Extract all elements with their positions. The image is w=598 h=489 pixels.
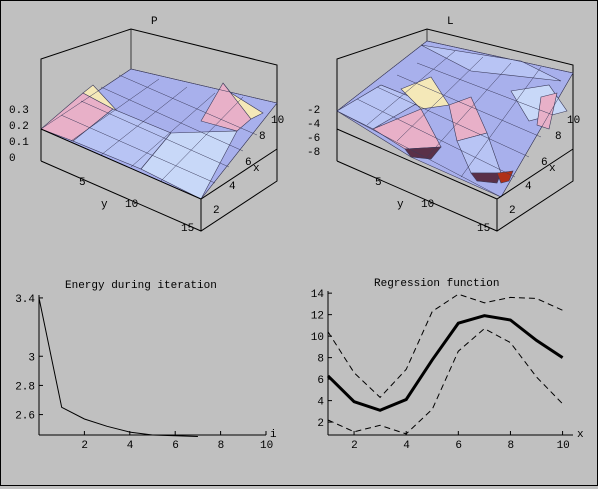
- surface-p-ytick: 10: [125, 199, 138, 211]
- regression-axes: 2 4 6 8 10 14 12 10 8 6 4 2 x: [311, 289, 584, 452]
- energy-x-axis-label: i: [270, 429, 277, 441]
- energy-x-tick-label: 2: [81, 440, 88, 452]
- regression-y-tick-label: 12: [311, 311, 324, 323]
- surface-l-ztick: -4: [307, 119, 321, 131]
- surface-p-ztick: 0.2: [9, 121, 29, 133]
- regression-y-tick-label: 2: [317, 418, 324, 430]
- surface-l-xlabel: x: [549, 163, 556, 175]
- regression-series-line-2: [327, 293, 563, 399]
- surface-p-xtick: 4: [229, 181, 236, 193]
- surface-p-mesh: [40, 68, 278, 200]
- surface-l-xtick: 10: [567, 115, 580, 127]
- regression-x-tick-label: 8: [507, 440, 514, 452]
- regression-x-tick-label: 2: [351, 440, 358, 452]
- surface-l-ytick: 5: [375, 177, 382, 189]
- surface-l-ztick: -2: [307, 105, 320, 117]
- surface-plot-l: L -2 -4 -6 -8 5 10 15 y 2: [307, 16, 580, 235]
- surface-p-xlabel: x: [253, 163, 260, 175]
- regression-x-tick-label: 6: [455, 440, 462, 452]
- energy-series-line-1: [38, 297, 198, 437]
- energy-x-tick-label: 4: [127, 440, 134, 452]
- energy-y-tick-label: 3.4: [15, 294, 35, 306]
- regression-y-tick-label: 14: [311, 289, 325, 301]
- energy-x-tick-label: 6: [172, 440, 179, 452]
- energy-y-tick-label: 3: [28, 352, 35, 364]
- regression-series-line-3: [327, 327, 563, 435]
- energy-y-tick-label: 2.8: [15, 381, 35, 393]
- surface-p-ztick: 0: [9, 153, 16, 165]
- energy-axes: 2 4 6 8 10 3.4 3 2.8 2.6 i: [15, 294, 277, 452]
- surface-p-ytick: 5: [79, 177, 86, 189]
- surface-l-ytick: 10: [421, 199, 434, 211]
- surface-p-xtick: 6: [245, 157, 252, 169]
- energy-series: [38, 297, 198, 437]
- line-chart-regression: Regression function 2 4 6 8 10 14 12 10 8 6 4 2 x: [311, 278, 584, 452]
- surface-p-xtick: 8: [259, 131, 266, 143]
- surface-p-ztick: 0.3: [9, 105, 29, 117]
- surface-l-xtick: 6: [541, 157, 548, 169]
- surface-l-ztick: -8: [307, 147, 320, 159]
- regression-chart-title: Regression function: [374, 278, 499, 290]
- surface-p-ztick: 0.1: [9, 137, 29, 149]
- energy-chart-title: Energy during iteration: [65, 280, 217, 292]
- regression-y-tick-label: 6: [317, 375, 324, 387]
- energy-y-tick-label: 2.6: [15, 411, 35, 423]
- surface-p-title: P: [151, 16, 158, 28]
- regression-y-tick-label: 10: [311, 332, 324, 344]
- surface-l-ztick: -6: [307, 133, 320, 145]
- surface-l-ytick: 15: [477, 223, 490, 235]
- surface-p-xtick: 2: [213, 205, 220, 217]
- line-chart-energy: Energy during iteration 2 4 6 8 10 3.4 3 2.8 2.6…: [15, 280, 277, 452]
- surface-l-title: L: [447, 16, 454, 28]
- surface-p-xtick: 10: [271, 115, 284, 127]
- surface-l-xtick: 4: [525, 181, 532, 193]
- regression-series: [326, 293, 564, 435]
- energy-x-tick-label: 8: [218, 440, 225, 452]
- regression-y-tick-label: 4: [317, 397, 324, 409]
- surface-l-xtick: 8: [555, 131, 562, 143]
- regression-x-axis-label: x: [577, 429, 584, 441]
- regression-series-line-1: [326, 314, 564, 412]
- regression-y-tick-label: 8: [317, 354, 324, 366]
- regression-x-tick-label: 10: [557, 440, 570, 452]
- surface-p-ytick: 15: [181, 223, 194, 235]
- energy-x-tick-label: 10: [260, 440, 273, 452]
- surface-l-ylabel: y: [397, 199, 404, 211]
- surface-l-xtick: 2: [509, 205, 516, 217]
- surface-p-ylabel: y: [101, 199, 108, 211]
- regression-x-tick-label: 4: [403, 440, 410, 452]
- surface-l-mesh: [336, 40, 574, 198]
- surface-plot-p: P 0.3 0.2 0.1 0 5 10 15 y 2: [9, 16, 284, 235]
